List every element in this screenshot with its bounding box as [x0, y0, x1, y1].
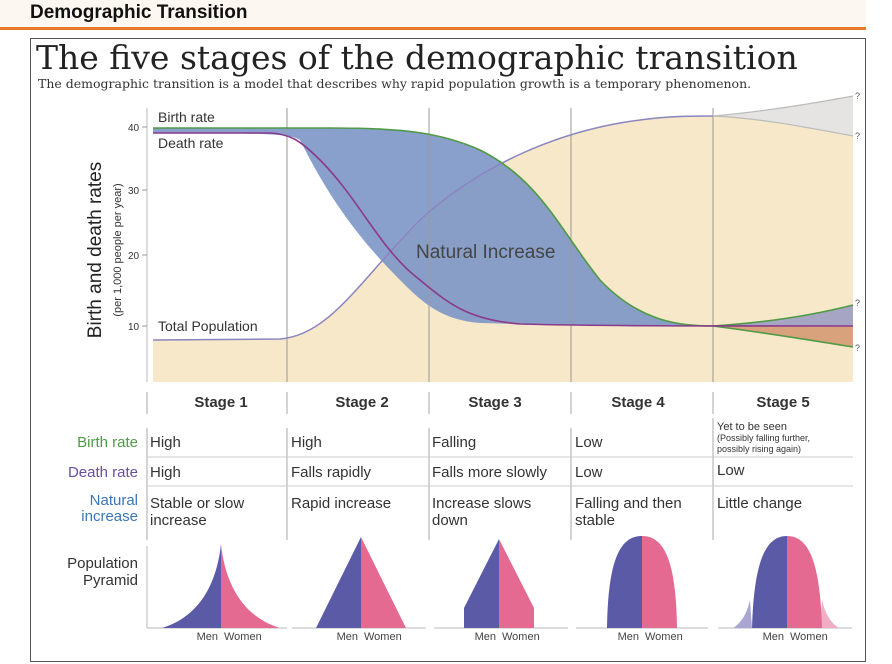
cell-birth-rate-stage5-line2: (Possibly falling further, [717, 433, 810, 443]
stage5-uncertain-low-a [713, 305, 853, 326]
pyramid-stage4-men [607, 536, 642, 628]
y-tick-label: 10 [128, 322, 140, 333]
cell-birth-rate-stage2: High [291, 434, 322, 451]
pyramid-men-label: Men [337, 631, 358, 643]
series-label-death-rate: Death rate [158, 135, 224, 151]
cell-natural-increase-stage1-l1: Stable or slow [150, 495, 244, 512]
pyramid-stage5-women [787, 536, 822, 628]
pyramid-stage5-men [752, 536, 787, 628]
stage5-uncertain-upper [713, 96, 853, 136]
table-column-separators [146, 392, 714, 540]
stage5-uncertain-low-b [713, 326, 853, 347]
pyramid-women-label: Women [224, 631, 262, 643]
cell-natural-increase-stage3-l1: Increase slows [432, 495, 531, 512]
figure-subtitle: The demographic transition is a model th… [38, 76, 752, 91]
pyramid-stage3-men [464, 539, 499, 628]
pyramid-men-label: Men [475, 631, 496, 643]
pyramid-women-label: Women [364, 631, 402, 643]
pyramid-men-label: Men [763, 631, 784, 643]
row-label-natural-increase-2: increase [81, 508, 138, 525]
row-label-birth-rate: Birth rate [77, 434, 138, 451]
cell-natural-increase-stage3-l2: down [432, 512, 468, 529]
pyramid-stage2-men [316, 537, 361, 628]
pyramid-men-label: Men [197, 631, 218, 643]
uncertain-marker: ? [855, 298, 860, 308]
death-rate-line [153, 132, 854, 327]
y-axis-sublabel: (per 1,000 people per year) [112, 183, 124, 316]
uncertain-marker: ? [855, 91, 860, 101]
cell-birth-rate-stage4: Low [575, 434, 603, 451]
pyramid-men-label: Men [618, 631, 639, 643]
pyramid-stage1-women [221, 544, 280, 628]
header-bar: Demographic Transition [0, 0, 866, 30]
y-tick-label: 20 [128, 251, 140, 262]
cell-natural-increase-stage5: Little change [717, 495, 802, 512]
cell-natural-increase-stage2: Rapid increase [291, 495, 391, 512]
row-label-pyramid-2: Pyramid [83, 572, 138, 589]
natural-increase-label: Natural Increase [416, 242, 555, 263]
series-label-total-population: Total Population [158, 318, 258, 334]
cell-birth-rate-stage5-line3: possibly rising again) [717, 444, 801, 454]
y-tick-label: 30 [128, 186, 140, 197]
total-population-upper-line [712, 95, 854, 117]
pyramid-stage1-men [162, 544, 221, 628]
stage-header-5: Stage 5 [756, 394, 809, 411]
pyramid-stage2-women [361, 537, 406, 628]
stage-header-4: Stage 4 [611, 394, 665, 411]
pyramid-women-label: Women [502, 631, 540, 643]
cell-death-rate-stage1: High [150, 464, 181, 481]
pyramid-stage4-women [642, 536, 677, 628]
pyramid-stage3-women [499, 539, 534, 628]
cell-birth-rate-stage5-line1: Yet to be seen [717, 421, 787, 433]
y-tick-label: 40 [128, 123, 140, 134]
cell-death-rate-stage3: Falls more slowly [432, 464, 548, 481]
cell-death-rate-stage5: Low [717, 462, 745, 479]
natural-increase-area [153, 128, 713, 326]
figure-frame [30, 38, 866, 662]
header-title: Demographic Transition [30, 2, 248, 23]
cell-natural-increase-stage4-l1: Falling and then [575, 495, 682, 512]
birth-rate-falling-line [712, 325, 854, 348]
cell-death-rate-stage2: Falls rapidly [291, 464, 372, 481]
cell-death-rate-stage4: Low [575, 464, 603, 481]
pyramid-stage5-women-shade [820, 600, 839, 628]
pyramid-women-label: Women [645, 631, 683, 643]
total-population-lower-line [712, 115, 854, 137]
cell-birth-rate-stage3: Falling [432, 434, 476, 451]
stage-header-1: Stage 1 [194, 394, 247, 411]
cell-natural-increase-stage4-l2: stable [575, 512, 615, 529]
cell-natural-increase-stage1-l2: increase [150, 512, 207, 529]
figure-title: The five stages of the demographic trans… [36, 38, 798, 77]
pyramid-stage5-men-shade [733, 600, 752, 628]
stage-header-3: Stage 3 [468, 394, 521, 411]
cell-birth-rate-stage1: High [150, 434, 181, 451]
series-label-birth-rate: Birth rate [158, 109, 215, 125]
uncertain-marker: ? [855, 343, 860, 353]
row-label-pyramid-1: Population [67, 555, 138, 572]
pyramid-women-label: Women [790, 631, 828, 643]
birth-rate-rising-line [712, 304, 854, 327]
birth-rate-line [153, 127, 714, 327]
stage-header-2: Stage 2 [335, 394, 388, 411]
row-label-death-rate: Death rate [68, 464, 138, 481]
uncertain-marker: ? [855, 131, 860, 141]
row-label-natural-increase-1: Natural [90, 492, 138, 509]
total-population-line [152, 115, 714, 341]
y-axis-label: Birth and death rates [85, 162, 106, 338]
